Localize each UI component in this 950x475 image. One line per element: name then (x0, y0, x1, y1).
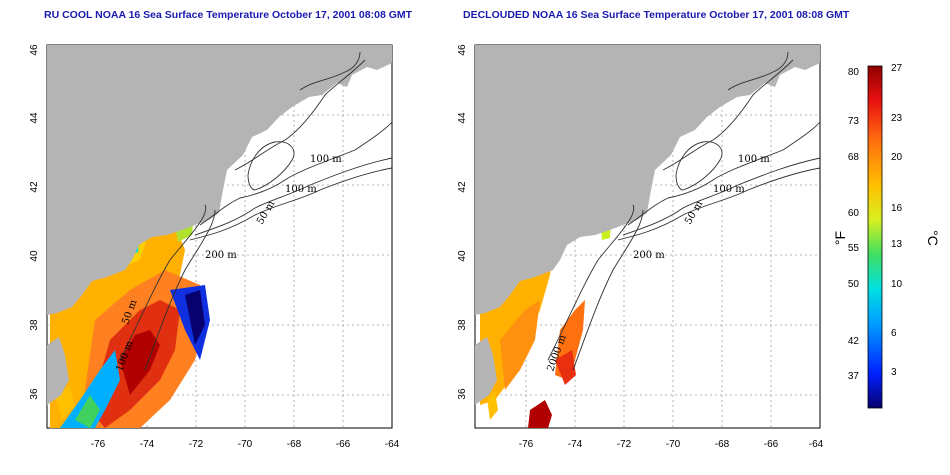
right-y-tick-40: 40 (457, 250, 468, 262)
f-tick-50: 50 (848, 279, 860, 290)
right-map: 100 m 100 m 50 m 200 m 2000 m -76 -74 -7… (457, 44, 824, 450)
right-x-tick-64: -64 (809, 439, 824, 450)
c-tick-3: 3 (891, 367, 897, 378)
left-map: 100 m 100 m 50 m 200 m 50 m 100 m -76 -7… (29, 44, 400, 450)
right-contour-label-200m: 200 m (633, 250, 665, 261)
left-contour-label-200m: 200 m (205, 250, 237, 261)
left-contour-label-100m-a: 100 m (310, 154, 342, 165)
right-contour-label-100m-a: 100 m (738, 154, 770, 165)
right-x-ticks: -76 -74 -72 -70 -68 -66 -64 (519, 439, 824, 450)
left-x-tick-76: -76 (91, 439, 106, 450)
left-x-tick-64: -64 (385, 439, 400, 450)
right-y-tick-38: 38 (457, 319, 468, 331)
right-y-ticks: 46 44 42 40 38 36 (457, 44, 468, 400)
left-y-tick-42: 42 (29, 181, 40, 193)
c-tick-20: 20 (891, 152, 903, 163)
f-tick-73: 73 (848, 116, 860, 127)
c-tick-13: 13 (891, 239, 903, 250)
left-x-ticks: -76 -74 -72 -70 -68 -66 -64 (91, 439, 400, 450)
right-contour-label-100m-b: 100 m (713, 184, 745, 195)
right-x-tick-68: -68 (715, 439, 730, 450)
right-y-tick-44: 44 (457, 112, 468, 124)
colorbar-celsius-label: °C (925, 230, 941, 246)
colorbar-c-ticks: 27 23 20 16 13 10 6 3 (891, 63, 903, 378)
left-y-tick-36: 36 (29, 388, 40, 400)
colorbar-f-ticks: 80 73 68 60 55 50 42 37 (848, 67, 860, 382)
f-tick-68: 68 (848, 152, 860, 163)
right-x-tick-66: -66 (764, 439, 779, 450)
left-y-tick-44: 44 (29, 112, 40, 124)
left-y-tick-46: 46 (29, 44, 40, 56)
temperature-colorbar: 80 73 68 60 55 50 42 37 27 23 20 16 13 1… (832, 63, 941, 409)
left-x-tick-74: -74 (140, 439, 155, 450)
left-x-tick-66: -66 (336, 439, 351, 450)
colorbar-fahrenheit-label: °F (832, 231, 848, 245)
right-x-tick-74: -74 (568, 439, 583, 450)
f-tick-37: 37 (848, 371, 860, 382)
left-x-tick-72: -72 (189, 439, 204, 450)
left-x-tick-70: -70 (238, 439, 253, 450)
colorbar-gradient (867, 65, 883, 409)
f-tick-42: 42 (848, 336, 860, 347)
right-y-tick-46: 46 (457, 44, 468, 56)
right-x-tick-70: -70 (666, 439, 681, 450)
f-tick-60: 60 (848, 208, 860, 219)
left-y-tick-40: 40 (29, 250, 40, 262)
c-tick-16: 16 (891, 203, 903, 214)
left-contour-label-100m-b: 100 m (285, 184, 317, 195)
c-tick-6: 6 (891, 328, 897, 339)
right-y-tick-36: 36 (457, 388, 468, 400)
right-contours (547, 51, 820, 371)
right-y-tick-42: 42 (457, 181, 468, 193)
left-x-tick-68: -68 (287, 439, 302, 450)
right-x-tick-72: -72 (617, 439, 632, 450)
f-tick-80: 80 (848, 67, 860, 78)
left-y-ticks: 46 44 42 40 38 36 (29, 44, 40, 400)
f-tick-55: 55 (848, 243, 860, 254)
left-y-tick-38: 38 (29, 319, 40, 331)
right-x-tick-76: -76 (519, 439, 534, 450)
left-panel-title: RU COOL NOAA 16 Sea Surface Temperature … (44, 9, 413, 21)
left-contours (119, 51, 392, 371)
right-panel-title: DECLOUDED NOAA 16 Sea Surface Temperatur… (463, 9, 850, 21)
c-tick-10: 10 (891, 279, 903, 290)
c-tick-23: 23 (891, 113, 903, 124)
c-tick-27: 27 (891, 63, 903, 74)
